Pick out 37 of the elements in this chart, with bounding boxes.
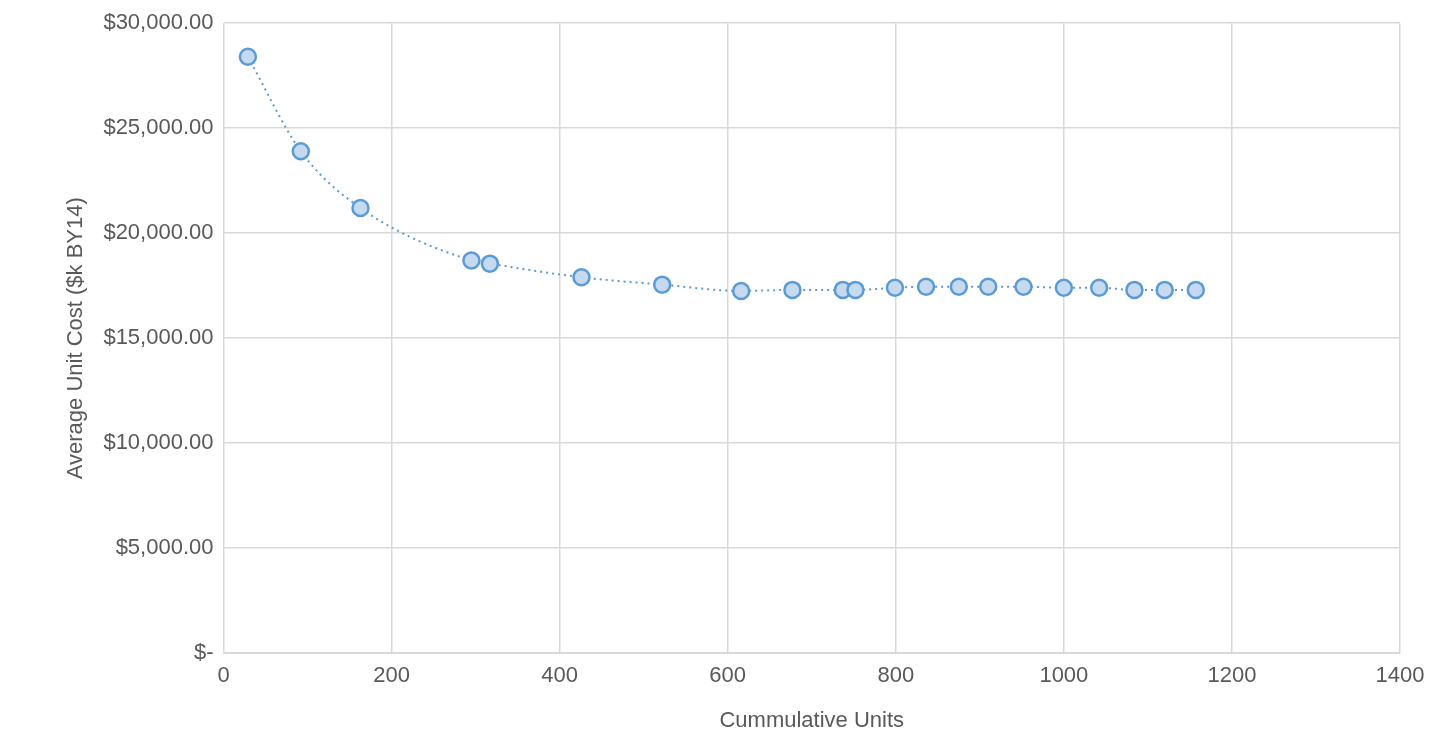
point xyxy=(978,277,998,296)
point xyxy=(572,268,591,287)
point xyxy=(1125,280,1144,300)
point xyxy=(480,254,500,273)
x-tick-label: 1000 xyxy=(1039,662,1089,688)
y-tick-label: $20,000.00 xyxy=(103,219,214,245)
y-tick-label: $15,000.00 xyxy=(103,324,214,350)
x-tick-label: 1200 xyxy=(1207,662,1257,688)
point xyxy=(916,277,936,296)
y-tick-label: $- xyxy=(193,639,214,665)
x-tick-label: 0 xyxy=(217,662,230,688)
point xyxy=(846,280,865,300)
x-tick-label: 200 xyxy=(373,662,410,688)
y-axis-title: Average Unit Cost ($k BY14) xyxy=(62,197,88,480)
point xyxy=(1186,280,1206,300)
y-tick-label: $5,000.00 xyxy=(115,534,214,560)
point xyxy=(1054,278,1074,298)
x-tick-label: 1400 xyxy=(1375,662,1425,688)
x-axis-title: Cummulative Units xyxy=(719,706,905,732)
point xyxy=(291,142,311,161)
y-tick-label: $10,000.00 xyxy=(103,429,214,455)
point xyxy=(652,275,672,294)
y-tick-label: $30,000.00 xyxy=(103,9,214,35)
point xyxy=(1155,280,1174,300)
point xyxy=(238,47,258,67)
x-tick-label: 600 xyxy=(709,662,747,688)
point xyxy=(783,280,802,300)
point xyxy=(462,251,481,270)
point xyxy=(351,198,370,218)
y-tick-label: $25,000.00 xyxy=(103,114,214,140)
point xyxy=(949,277,969,296)
point xyxy=(1089,278,1109,298)
x-tick-label: 800 xyxy=(877,662,915,688)
point xyxy=(1014,277,1033,296)
point xyxy=(885,278,905,298)
point xyxy=(731,281,751,301)
x-tick-label: 400 xyxy=(541,662,579,688)
